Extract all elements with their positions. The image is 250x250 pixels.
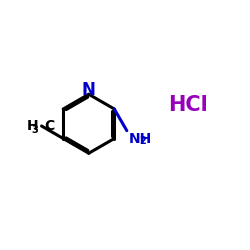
Text: H: H — [27, 119, 38, 133]
Text: HCl: HCl — [168, 95, 207, 115]
Text: N: N — [82, 81, 96, 99]
Text: C: C — [44, 119, 55, 133]
Text: 2: 2 — [139, 136, 146, 146]
Text: NH: NH — [129, 132, 152, 146]
Text: 3: 3 — [32, 125, 38, 135]
